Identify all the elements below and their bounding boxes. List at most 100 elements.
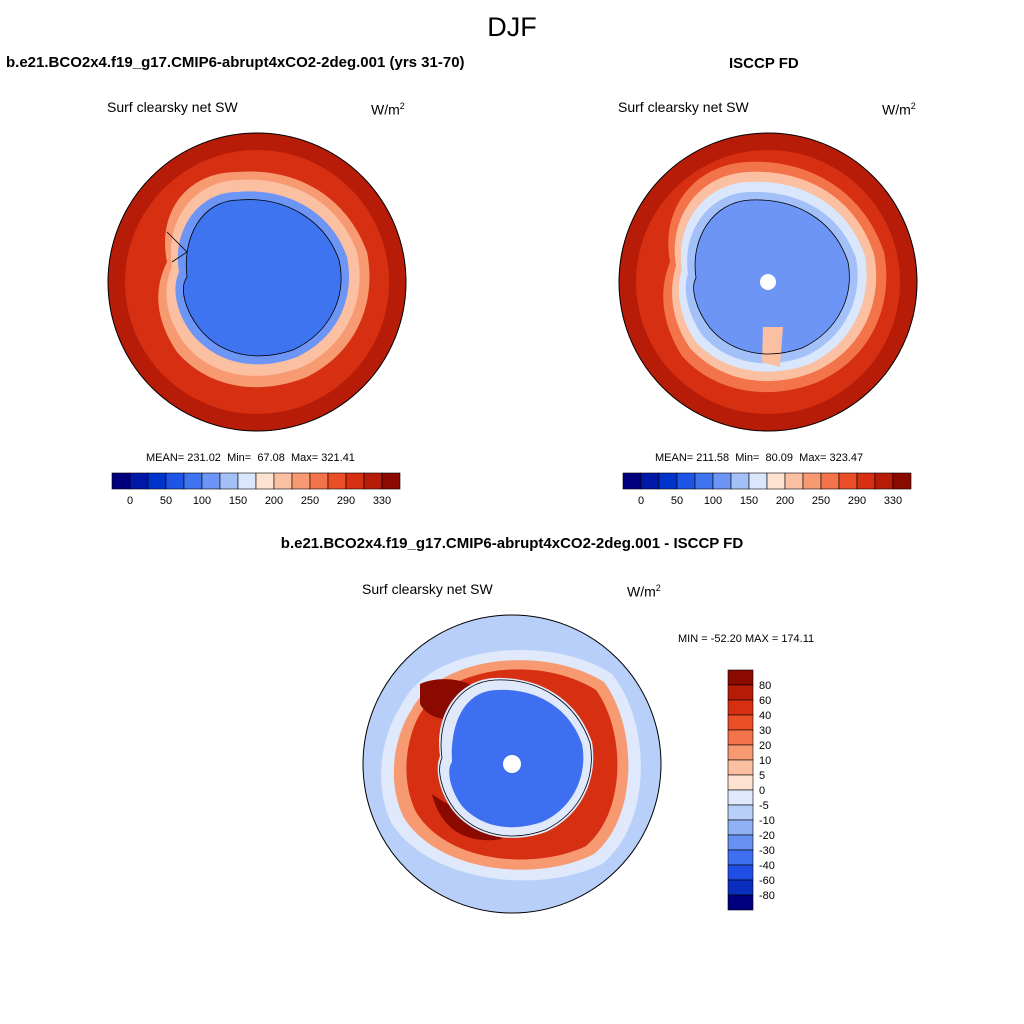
p1-colorbar-tick-label: 0 <box>127 495 133 507</box>
panel2-units: W/m2 <box>882 101 916 118</box>
panel2-colorbar: 0 50 100 150 200 250 290 330 <box>622 472 912 507</box>
p3-colorbar-tick-label: 60 <box>759 695 771 707</box>
p1-colorbar-box-14 <box>363 472 383 490</box>
p2-colorbar-tick-label: 250 <box>812 495 830 507</box>
p2-colorbar-tick-label: 290 <box>848 495 866 507</box>
p2-colorbar-tick-label: 50 <box>671 495 683 507</box>
p1-colorbar-tick-label: 100 <box>193 495 211 507</box>
p2-coastline <box>693 199 850 355</box>
p2-colorbar-box-3 <box>676 472 696 490</box>
p1-colorbar-tick-label: 330 <box>373 495 391 507</box>
p1-colorbar-box-4 <box>183 472 203 490</box>
p3-colorbar-tick-label: -80 <box>759 890 775 902</box>
p1-colorbar-box-11 <box>309 472 329 490</box>
p2-colorbar-tick-label: 150 <box>740 495 758 507</box>
p3-colorbar-box-11 <box>727 834 754 851</box>
p2-colorbar-box-8 <box>766 472 786 490</box>
p3-colorbar-box-8 <box>727 789 754 806</box>
p1-colorbar-box-13 <box>345 472 365 490</box>
p3-colorbar-box-13 <box>727 864 754 881</box>
p1-colorbar-box-9 <box>273 472 293 490</box>
p2-colorbar-box-12 <box>838 472 858 490</box>
p3-colorbar-box-9 <box>727 804 754 821</box>
p3-colorbar-tick-label: 10 <box>759 755 771 767</box>
p1-coastline <box>166 199 342 357</box>
p3-colorbar-box-7 <box>727 774 754 791</box>
panel1-units: W/m2 <box>371 101 405 118</box>
p1-colorbar-box-15 <box>381 472 401 490</box>
p2-colorbar-box-2 <box>658 472 678 490</box>
panel2-title: ISCCP FD <box>729 55 799 72</box>
p1-continent <box>183 199 342 356</box>
p2-missing-pole <box>760 274 776 290</box>
p3-colorbar-tick-label: 0 <box>759 785 765 797</box>
p2-colorbar-tick-label: 0 <box>638 495 644 507</box>
p1-map-border <box>107 132 407 432</box>
p3-colorbar-tick-label: -60 <box>759 875 775 887</box>
panel2-variable-label: Surf clearsky net SW <box>618 99 749 115</box>
p3-colorbar-box-5 <box>727 744 754 761</box>
p2-colorbar-box-10 <box>802 472 822 490</box>
p3-colorbar-box-0 <box>727 669 754 686</box>
p3-colorbar-box-1 <box>727 684 754 701</box>
p3-colorbar-tick-label: 40 <box>759 710 771 722</box>
p1-colorbar-box-12 <box>327 472 347 490</box>
p2-colorbar-box-11 <box>820 472 840 490</box>
p2-ross-patch <box>762 327 783 367</box>
panel3-colorbar: 80 60 40 30 20 10 5 0 -5 -10 -20 -30 -40 -60 -80 <box>727 669 775 911</box>
p2-colorbar-box-1 <box>640 472 660 490</box>
p2-colorbar-box-4 <box>694 472 714 490</box>
panel1-stats: MEAN= 231.02 Min= 67.08 Max= 321.41 <box>146 452 355 464</box>
p1-colorbar-tick-label: 50 <box>160 495 172 507</box>
p1-colorbar-box-5 <box>201 472 221 490</box>
p2-colorbar-box-6 <box>730 472 750 490</box>
p3-colorbar-box-14 <box>727 879 754 896</box>
panel3-map <box>363 615 661 913</box>
p3-colorbar-box-2 <box>727 699 754 716</box>
p2-colorbar-box-0 <box>622 472 642 490</box>
p2-colorbar-tick-label: 330 <box>884 495 902 507</box>
p2-colorbar-box-13 <box>856 472 876 490</box>
p1-colorbar-box-3 <box>165 472 185 490</box>
p3-colorbar-tick-label: -5 <box>759 800 769 812</box>
p2-colorbar-box-9 <box>784 472 804 490</box>
p2-colorbar-box-15 <box>892 472 912 490</box>
panel3-units: W/m2 <box>627 583 661 600</box>
panel3-title: b.e21.BCO2x4.f19_g17.CMIP6-abrupt4xCO2-2… <box>280 535 744 552</box>
panel1-map <box>108 133 406 431</box>
p3-colorbar-box-10 <box>727 819 754 836</box>
p3-colorbar-box-15 <box>727 894 754 911</box>
p3-colorbar-tick-label: -20 <box>759 830 775 842</box>
p1-colorbar-box-1 <box>129 472 149 490</box>
p1-colorbar-box-6 <box>219 472 239 490</box>
p3-colorbar-tick-label: 30 <box>759 725 771 737</box>
p3-colorbar-box-3 <box>727 714 754 731</box>
p3-map-border <box>362 614 662 914</box>
p2-colorbar-box-14 <box>874 472 894 490</box>
p2-colorbar-box-7 <box>748 472 768 490</box>
panel2-stats: MEAN= 211.58 Min= 80.09 Max= 323.47 <box>655 452 864 464</box>
p3-colorbar-tick-label: -30 <box>759 845 775 857</box>
p3-colorbar-tick-label: -10 <box>759 815 775 827</box>
panel2-map <box>619 133 917 431</box>
p1-colorbar-tick-label: 250 <box>301 495 319 507</box>
p3-missing-pole <box>503 755 521 773</box>
p3-coastline <box>439 679 592 837</box>
p3-colorbar-box-12 <box>727 849 754 866</box>
p1-colorbar-tick-label: 200 <box>265 495 283 507</box>
panel3-variable-label: Surf clearsky net SW <box>362 581 493 597</box>
p3-colorbar-box-6 <box>727 759 754 776</box>
p2-colorbar-tick-label: 100 <box>704 495 722 507</box>
p3-colorbar-box-4 <box>727 729 754 746</box>
p2-map-border <box>618 132 918 432</box>
p1-colorbar-box-10 <box>291 472 311 490</box>
p1-colorbar-box-2 <box>147 472 167 490</box>
p1-colorbar-tick-label: 150 <box>229 495 247 507</box>
panel3-minmax: MIN = -52.20 MAX = 174.11 <box>678 633 815 645</box>
p1-colorbar-box-0 <box>111 472 131 490</box>
p1-colorbar-box-7 <box>237 472 257 490</box>
p2-colorbar-box-5 <box>712 472 732 490</box>
p3-colorbar-tick-label: 80 <box>759 680 771 692</box>
panel1-colorbar: 0 50 100 150 200 250 290 330 <box>111 472 401 507</box>
p3-colorbar-tick-label: -40 <box>759 860 775 872</box>
